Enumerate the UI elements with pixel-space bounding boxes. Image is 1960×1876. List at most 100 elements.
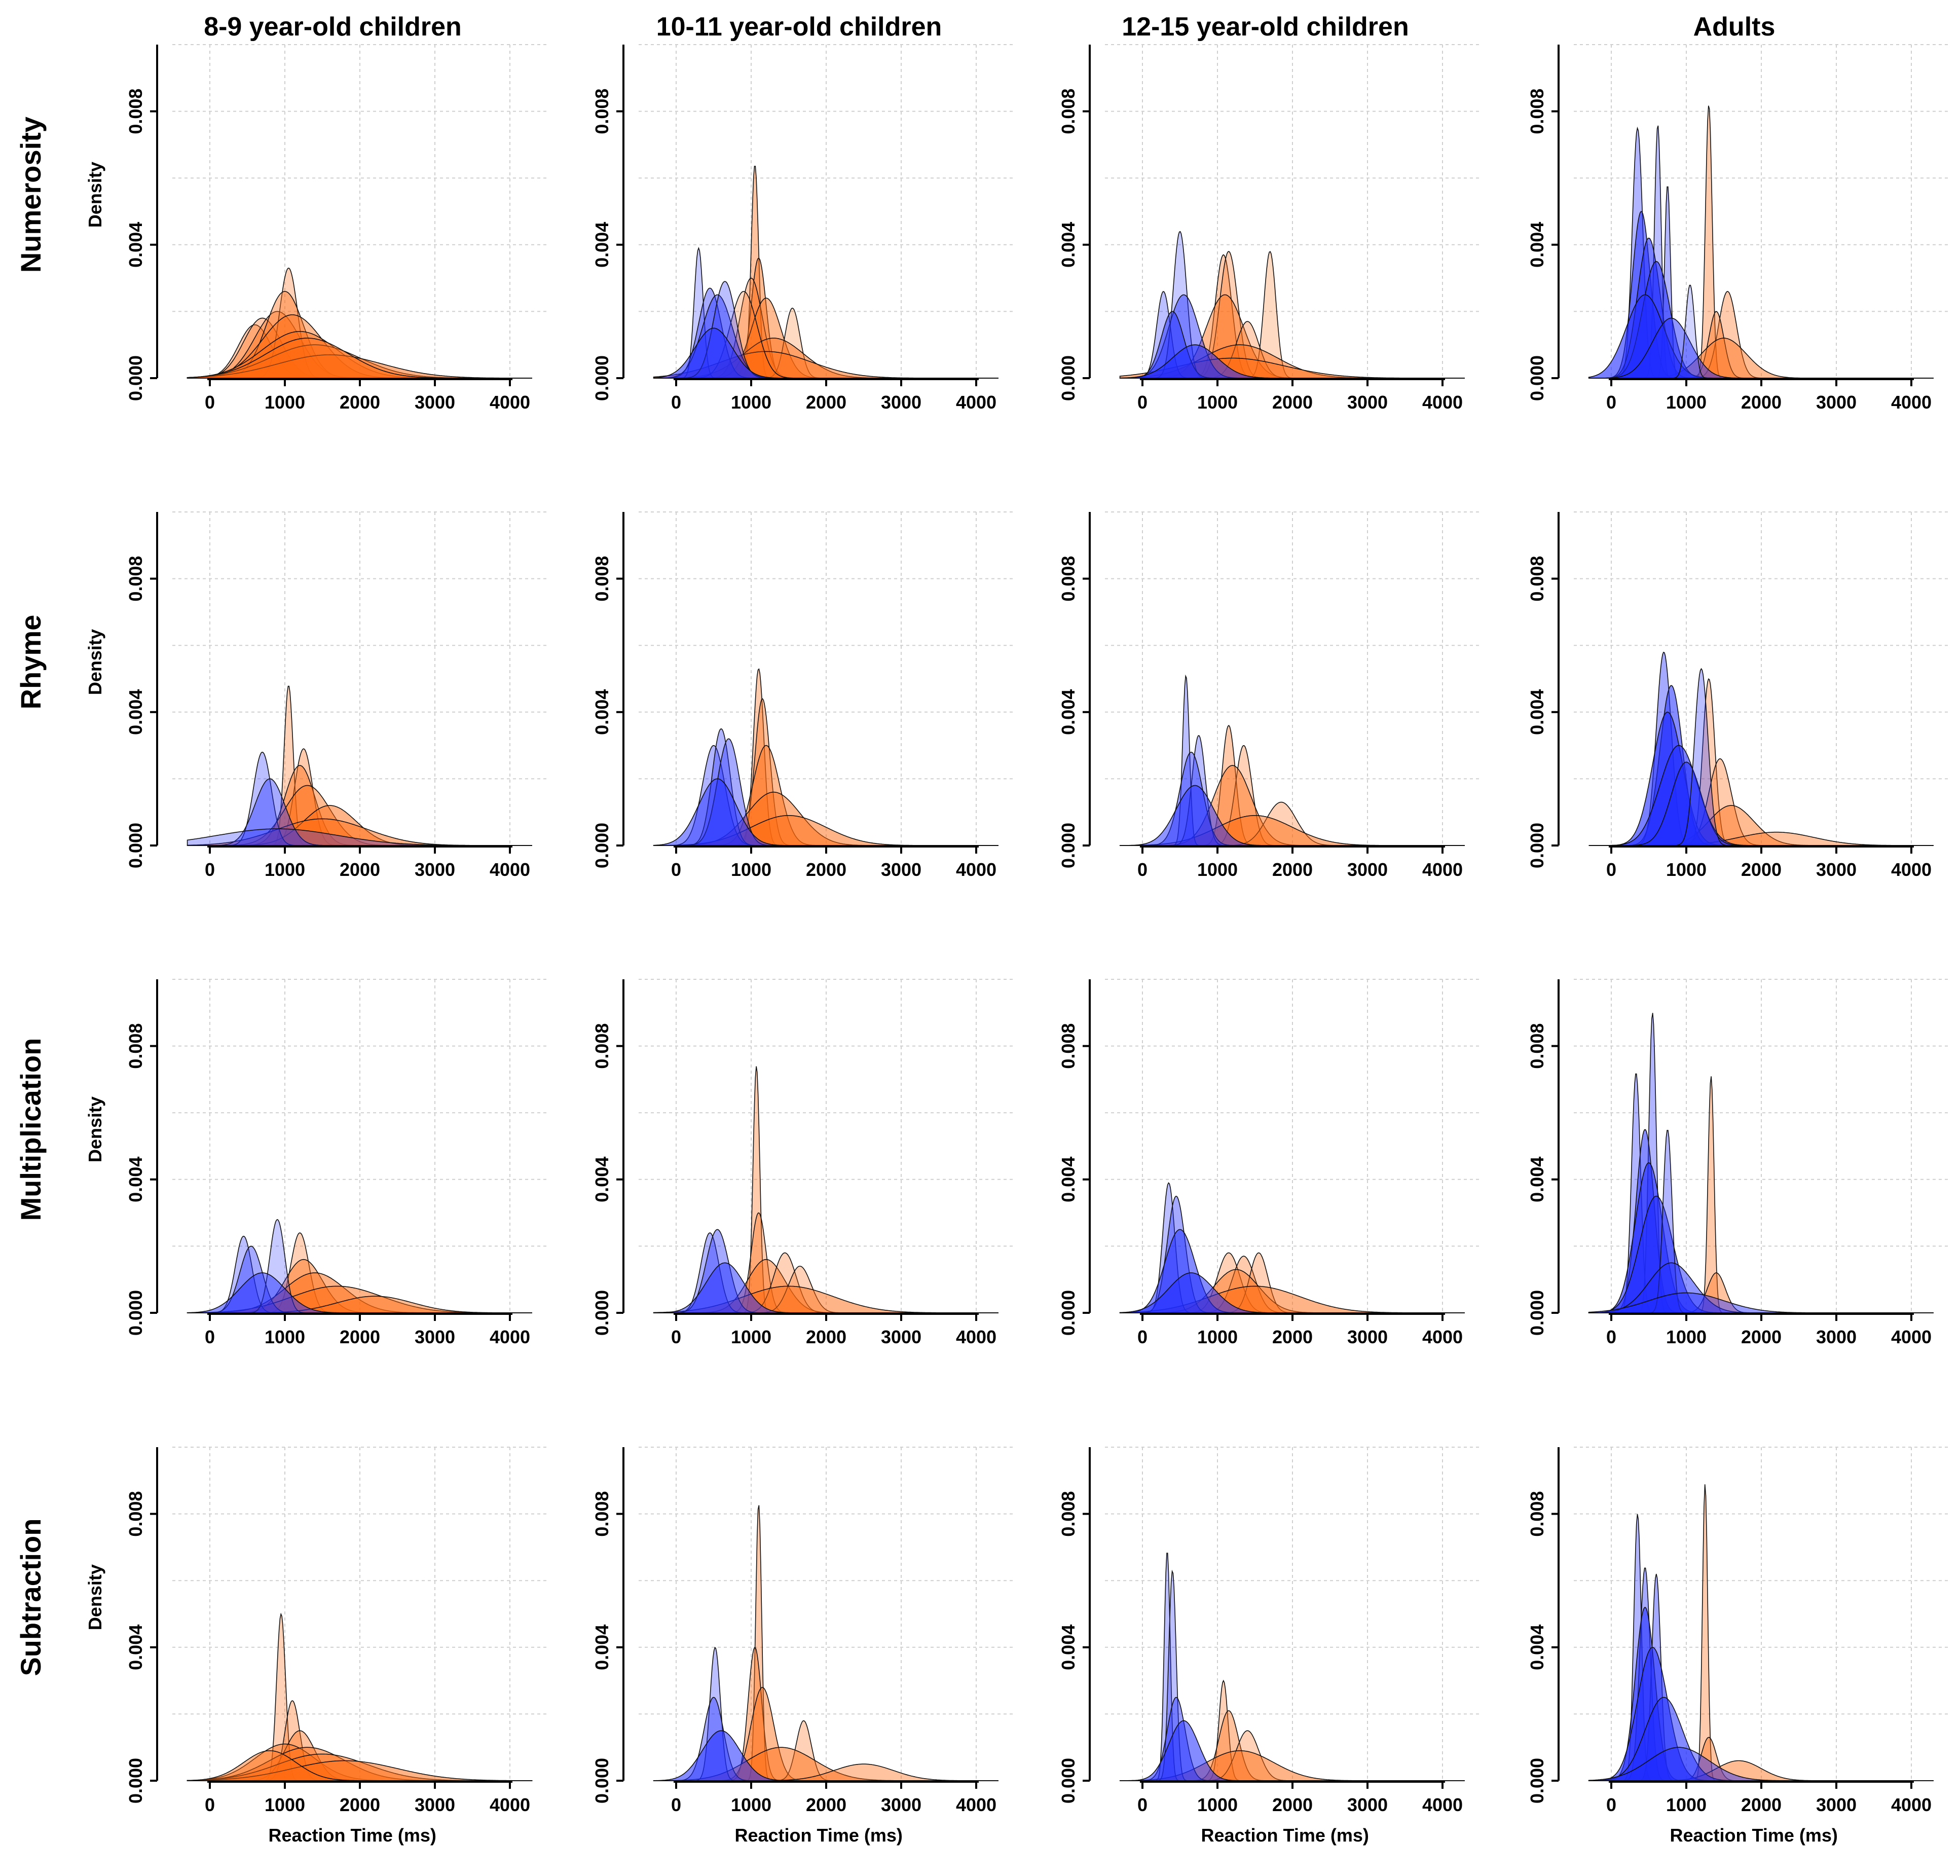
x-tick-label: 4000 — [956, 859, 996, 880]
x-tick-label: 3000 — [881, 392, 921, 413]
x-tick-label: 1000 — [731, 1327, 771, 1347]
x-tick-label: 4000 — [956, 1794, 996, 1815]
y-tick-label: 0.004 — [1527, 1157, 1547, 1202]
x-tick-label: 2000 — [1272, 392, 1313, 413]
x-tick-label: 3000 — [1816, 1794, 1857, 1815]
x-tick-label: 4000 — [1422, 1327, 1463, 1347]
x-tick-label: 4000 — [1891, 1794, 1932, 1815]
x-tick-label: 1000 — [1197, 1794, 1238, 1815]
panel-subtraction-10-11-year-old-children: 0 1000 2000 3000 4000 0.000 0.004 0.008 Reaction… — [591, 1447, 1014, 1846]
row-title-multiplication: Multiplication — [15, 1038, 47, 1221]
x-tick-label: 4000 — [1891, 392, 1932, 413]
x-tick-label: 4000 — [956, 1327, 996, 1347]
x-tick-label: 2000 — [806, 859, 846, 880]
x-tick-label: 1000 — [1197, 859, 1238, 880]
y-axis-title: Density — [85, 629, 105, 695]
y-tick-label: 0.004 — [1058, 1625, 1079, 1670]
y-tick-label: 0.004 — [591, 1625, 612, 1670]
x-tick-label: 3000 — [1816, 1327, 1857, 1347]
x-tick-label: 0 — [1137, 392, 1148, 413]
column-title-adults: Adults — [1693, 12, 1776, 42]
x-tick-label: 4000 — [490, 859, 530, 880]
row-title-numerosity: Numerosity — [15, 117, 47, 273]
x-tick-label: 4000 — [1891, 859, 1932, 880]
density-curve-orange — [187, 1760, 533, 1781]
x-tick-label: 3000 — [1347, 859, 1388, 880]
y-tick-label: 0.004 — [1058, 689, 1079, 735]
x-tick-label: 0 — [1606, 859, 1616, 880]
y-tick-label: 0.008 — [125, 1023, 146, 1069]
y-tick-label: 0.000 — [591, 823, 612, 868]
x-axis-title: Reaction Time (ms) — [1201, 1825, 1369, 1846]
y-tick-label: 0.004 — [1527, 689, 1547, 735]
y-tick-label: 0.008 — [125, 1491, 146, 1537]
x-tick-label: 3000 — [1347, 1327, 1388, 1347]
y-tick-label: 0.008 — [125, 89, 146, 134]
y-tick-label: 0.000 — [1058, 1758, 1079, 1804]
y-tick-label: 0.000 — [125, 355, 146, 401]
x-tick-label: 1000 — [731, 1794, 771, 1815]
y-tick-label: 0.004 — [125, 222, 146, 268]
panel-rhyme-10-11-year-old-children: 0 1000 2000 3000 4000 0.000 0.004 0.008 — [591, 511, 1014, 880]
y-tick-label: 0.000 — [1527, 355, 1547, 401]
x-tick-label: 2000 — [1741, 1794, 1782, 1815]
x-tick-label: 4000 — [1422, 859, 1463, 880]
x-tick-label: 0 — [671, 1794, 681, 1815]
density-curve-orange — [187, 685, 532, 846]
x-tick-label: 0 — [671, 392, 681, 413]
x-tick-label: 4000 — [490, 1794, 530, 1815]
panels: 0 1000 2000 3000 4000 0.000 0.004 0.008 Density 0… — [85, 44, 1949, 1846]
panel-multiplication-adults: 0 1000 2000 3000 4000 0.000 0.004 0.008 — [1527, 979, 1949, 1347]
panel-numerosity-10-11-year-old-children: 0 1000 2000 3000 4000 0.000 0.004 0.008 — [591, 44, 1014, 413]
y-axis-title: Density — [85, 1096, 105, 1162]
x-tick-label: 1000 — [265, 1327, 305, 1347]
y-tick-label: 0.000 — [1058, 823, 1079, 868]
panel-numerosity-adults: 0 1000 2000 3000 4000 0.000 0.004 0.008 — [1527, 44, 1949, 413]
x-tick-label: 2000 — [1272, 1327, 1313, 1347]
y-tick-label: 0.004 — [125, 689, 146, 735]
y-axis-title: Density — [85, 162, 105, 228]
y-tick-label: 0.000 — [125, 1758, 146, 1804]
y-tick-label: 0.004 — [591, 222, 612, 268]
x-tick-label: 0 — [671, 1327, 681, 1347]
y-tick-label: 0.008 — [1058, 89, 1079, 134]
x-tick-label: 2000 — [340, 1327, 380, 1347]
x-tick-label: 0 — [1137, 1327, 1148, 1347]
x-tick-label: 2000 — [806, 392, 846, 413]
x-tick-label: 3000 — [1347, 1794, 1388, 1815]
x-tick-label: 2000 — [340, 392, 380, 413]
x-axis-title: Reaction Time (ms) — [268, 1825, 436, 1846]
x-tick-label: 4000 — [1891, 1327, 1932, 1347]
y-tick-label: 0.008 — [1058, 556, 1079, 602]
y-tick-label: 0.008 — [591, 1491, 612, 1537]
y-tick-label: 0.000 — [591, 1290, 612, 1336]
panel-subtraction-adults: 0 1000 2000 3000 4000 0.000 0.004 0.008 Reaction… — [1527, 1447, 1949, 1846]
x-tick-label: 1000 — [731, 392, 771, 413]
x-tick-label: 0 — [205, 859, 215, 880]
panel-subtraction-12-15-year-old-children: 0 1000 2000 3000 4000 0.000 0.004 0.008 Reaction… — [1058, 1447, 1480, 1846]
x-tick-label: 2000 — [1741, 392, 1782, 413]
headers: 8-9 year-old children 10-11 year-old chil… — [15, 12, 1775, 1676]
x-tick-label: 0 — [1137, 1794, 1148, 1815]
y-tick-label: 0.000 — [1058, 1290, 1079, 1336]
x-tick-label: 1000 — [1666, 859, 1707, 880]
column-title-12-15-year-old-children: 12-15 year-old children — [1122, 12, 1409, 42]
y-tick-label: 0.008 — [1527, 89, 1547, 134]
x-tick-label: 4000 — [490, 392, 530, 413]
y-tick-label: 0.000 — [125, 1290, 146, 1336]
x-tick-label: 0 — [205, 1794, 215, 1815]
y-tick-label: 0.000 — [125, 823, 146, 868]
x-tick-label: 2000 — [1272, 859, 1313, 880]
x-tick-label: 3000 — [415, 859, 455, 880]
y-tick-label: 0.000 — [1527, 823, 1547, 868]
y-tick-label: 0.008 — [1527, 1023, 1547, 1069]
x-tick-label: 4000 — [956, 392, 996, 413]
x-tick-label: 0 — [671, 859, 681, 880]
x-tick-label: 1000 — [1197, 392, 1238, 413]
x-tick-label: 0 — [205, 392, 215, 413]
y-tick-label: 0.008 — [1527, 1491, 1547, 1537]
panel-multiplication-8-9-year-old-children: 0 1000 2000 3000 4000 0.000 0.004 0.008 Density — [85, 979, 547, 1347]
x-tick-label: 3000 — [1816, 859, 1857, 880]
x-tick-label: 2000 — [806, 1327, 846, 1347]
